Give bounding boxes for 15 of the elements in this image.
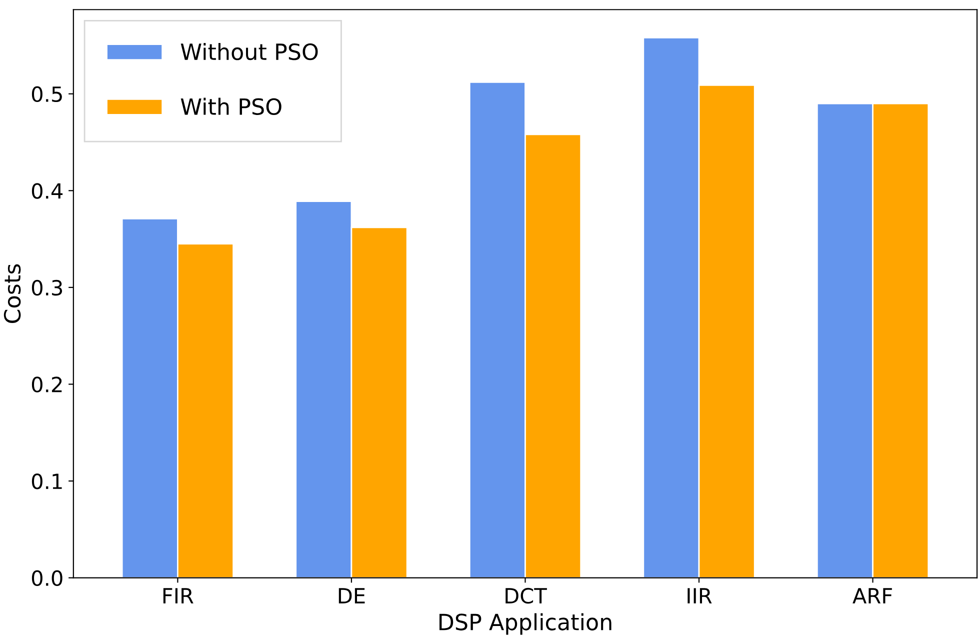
x-axis-title: DSP Application (439, 613, 612, 635)
x-tick-label: ARF (852, 588, 892, 604)
y-axis-title: Costs (4, 264, 21, 323)
y-tick-label: 0.0 (32, 570, 62, 586)
y-tick-label: 0.5 (32, 86, 62, 102)
x-tick-label: DCT (506, 588, 547, 604)
legend-label: With PSO (180, 98, 282, 116)
y-tick-label: 0.2 (32, 376, 62, 392)
y-tick-label: 0.1 (32, 473, 62, 490)
y-tick-label: 0.3 (32, 280, 62, 296)
x-tick-label: DE (338, 588, 365, 604)
legend-label: Without PSO (180, 42, 318, 60)
x-tick-label: FIR (163, 588, 194, 604)
x-tick-label: IIR (688, 588, 712, 604)
y-tick-label: 0.4 (32, 183, 63, 199)
